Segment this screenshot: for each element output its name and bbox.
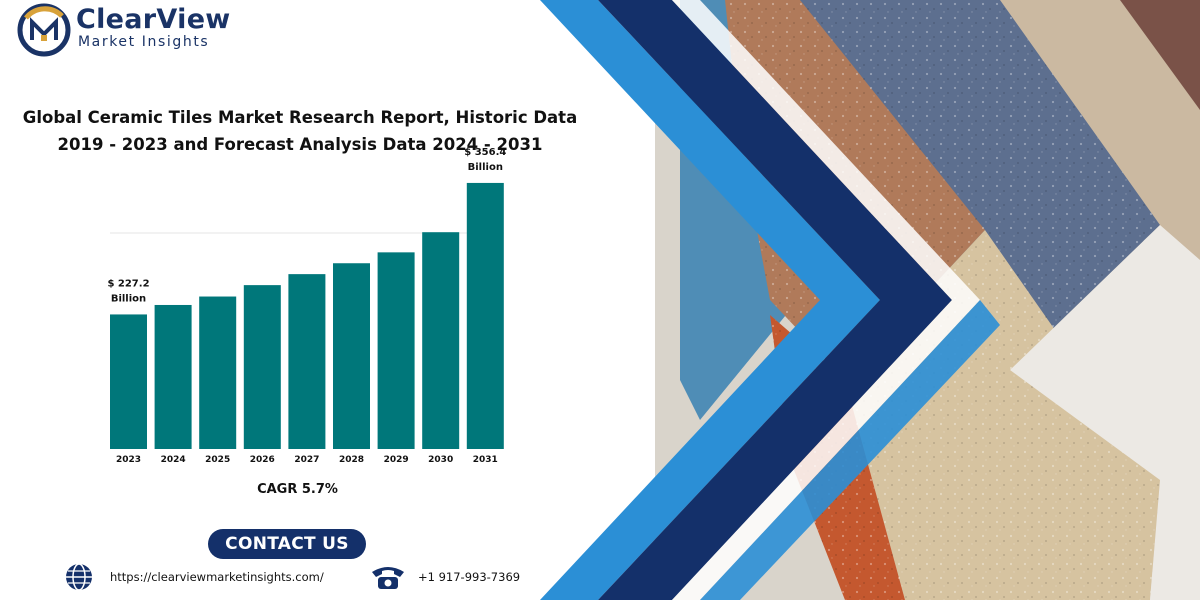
data-label: Billion <box>111 293 146 304</box>
bar-2028 <box>333 263 370 449</box>
brand-name: ClearView <box>76 4 231 35</box>
x-tick-label: 2026 <box>250 455 275 465</box>
x-tick-label: 2023 <box>116 455 141 465</box>
x-tick-label: 2028 <box>339 455 364 465</box>
report-title: Global Ceramic Tiles Market Research Rep… <box>22 108 578 154</box>
telephone-icon <box>372 567 404 589</box>
x-tick-label: 2030 <box>428 455 453 465</box>
data-label: $ 356.4 <box>464 147 506 158</box>
x-tick-label: 2031 <box>473 455 498 465</box>
bar-2026 <box>243 285 281 449</box>
globe-icon <box>66 563 92 591</box>
bar-2031 <box>466 182 504 450</box>
bar-2027 <box>288 274 326 449</box>
x-tick-label: 2027 <box>294 455 319 465</box>
brand-tagline: Market Insights <box>78 34 210 50</box>
logo-emblem-icon <box>17 3 71 57</box>
market-size-bar-chart: 2023 2024 2025 2026 2027 2028 2029 2030 2031 $ 22… <box>107 147 506 465</box>
data-label: $ 227.2 <box>107 278 149 289</box>
bar-2029 <box>377 252 415 449</box>
x-tick-label: 2025 <box>205 455 230 465</box>
bar-2023 <box>110 314 147 449</box>
brand-logo: ClearView Market Insights <box>16 2 256 58</box>
x-tick-label: 2024 <box>161 455 186 465</box>
bar-2024 <box>154 304 192 449</box>
x-tick-label: 2029 <box>384 455 409 465</box>
data-label: Billion <box>468 162 503 173</box>
bar-2025 <box>199 296 237 449</box>
bar-2030 <box>422 232 460 449</box>
cagr-label: CAGR 5.7% <box>257 482 338 497</box>
website-link[interactable]: https://clearviewmarketinsights.com/ <box>110 570 324 584</box>
contact-us-button[interactable]: CONTACT US <box>208 529 366 559</box>
phone-number: +1 917-993-7369 <box>418 570 521 584</box>
